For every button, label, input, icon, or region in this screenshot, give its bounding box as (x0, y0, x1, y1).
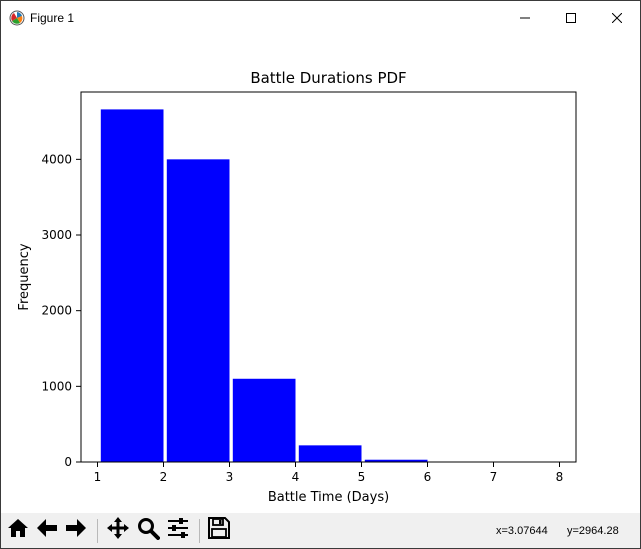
minimize-button[interactable] (502, 1, 548, 34)
x-tick-label: 1 (94, 470, 102, 484)
x-tick-label: 3 (226, 470, 234, 484)
y-tick-label: 0 (64, 455, 72, 469)
x-axis-label: Battle Time (Days) (268, 490, 389, 505)
histogram-bar-5 (364, 459, 428, 462)
forward-icon (64, 516, 88, 544)
axes-frame (80, 91, 577, 463)
back-button[interactable] (33, 516, 61, 544)
configure-subplots-icon (166, 516, 190, 544)
toolbar-separator (199, 519, 200, 543)
figure-canvas[interactable]: 1 2 3 4 5 6 7 8 0 1000 2000 3000 4000 Battle Durati… (1, 34, 640, 512)
forward-button[interactable] (62, 516, 90, 544)
x-axis-ticks: 1 2 3 4 5 6 7 8 (94, 462, 564, 484)
y-tick-label: 2000 (41, 304, 72, 318)
save-button[interactable] (205, 516, 233, 544)
cursor-y-coordinate: y=2964.28 (567, 525, 619, 537)
x-tick-label: 7 (490, 470, 498, 484)
x-tick-label: 5 (358, 470, 366, 484)
histogram-bar-2 (166, 159, 230, 462)
navigation-toolbar: x=3.07644 y=2964.28 (1, 513, 640, 548)
chart-title: Battle Durations PDF (250, 69, 406, 87)
maximize-icon (566, 8, 576, 27)
home-button[interactable] (4, 516, 32, 544)
zoom-icon (136, 516, 160, 544)
x-tick-label: 8 (556, 470, 564, 484)
histogram-bar-4 (298, 445, 362, 462)
bars-group (100, 109, 560, 462)
histogram-bar-1 (100, 109, 164, 462)
histogram-chart: 1 2 3 4 5 6 7 8 0 1000 2000 3000 4000 Battle Durati… (17, 69, 577, 505)
zoom-button[interactable] (134, 516, 162, 544)
y-tick-label: 4000 (41, 152, 72, 166)
home-icon (6, 516, 30, 544)
configure-subplots-button[interactable] (164, 516, 192, 544)
y-axis-ticks: 0 1000 2000 3000 4000 (41, 152, 81, 469)
x-tick-label: 4 (292, 470, 300, 484)
x-tick-label: 2 (160, 470, 168, 484)
x-tick-label: 6 (424, 470, 432, 484)
matplotlib-figure-icon (9, 10, 25, 26)
close-button[interactable] (594, 1, 640, 34)
title-bar[interactable]: Figure 1 (1, 1, 640, 34)
window-title: Figure 1 (30, 11, 75, 25)
cursor-x-coordinate: x=3.07644 (496, 525, 548, 537)
histogram-bar-3 (232, 378, 296, 462)
back-icon (35, 516, 59, 544)
y-tick-label: 1000 (41, 379, 72, 393)
maximize-button[interactable] (548, 1, 594, 34)
y-tick-label: 3000 (41, 228, 72, 242)
pan-icon (106, 516, 130, 544)
y-axis-label: Frequency (17, 243, 32, 310)
close-icon (611, 8, 623, 27)
toolbar-separator (97, 519, 98, 543)
save-icon (207, 516, 231, 544)
pan-button[interactable] (104, 516, 132, 544)
minimize-icon (520, 8, 530, 27)
